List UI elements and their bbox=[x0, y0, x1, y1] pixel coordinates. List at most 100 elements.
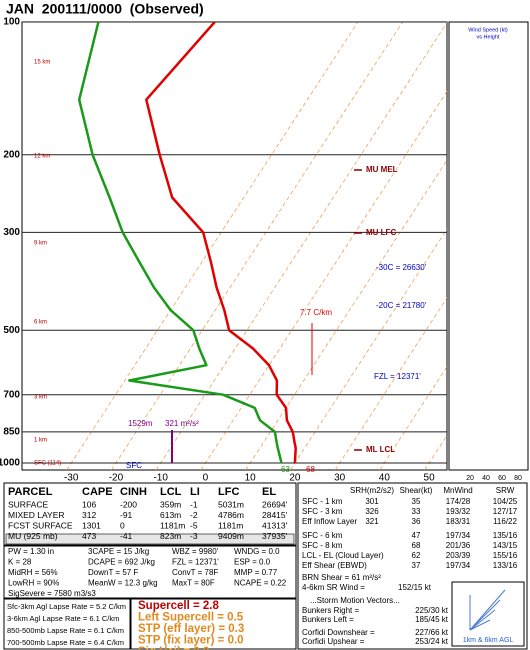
parcel-header: LCL bbox=[160, 486, 182, 498]
height-label: SFC (114) bbox=[34, 461, 61, 467]
parcel-header: LFC bbox=[218, 486, 239, 498]
composite-index: Supercell = 2.8 bbox=[138, 600, 219, 612]
index-cell: MMP = 0.77 bbox=[234, 568, 278, 577]
chart-title: JAN 200111/0000 (Observed) bbox=[6, 1, 204, 17]
parcel-header: CINH bbox=[120, 486, 147, 498]
shear-header: MnWind bbox=[443, 486, 472, 495]
shear-cell: Eff Inflow Layer bbox=[302, 517, 357, 526]
storm-motion-value: 185/45 kt bbox=[415, 615, 449, 624]
index-cell: PW = 1.30 in bbox=[8, 547, 54, 556]
annotation: 68 bbox=[306, 465, 315, 474]
parcel-cell: 26694' bbox=[262, 499, 288, 509]
parcel-cell: 1181m bbox=[218, 520, 243, 530]
y-tick-label: 1000 bbox=[0, 458, 20, 469]
parcel-cell: 37935' bbox=[262, 531, 288, 541]
level-label: MU LFC bbox=[366, 228, 396, 237]
index-cell: WNDG = 0.0 bbox=[234, 547, 280, 556]
y-tick-label: 200 bbox=[3, 149, 20, 160]
x-tick-label: 10 bbox=[245, 473, 257, 484]
storm-motion-title: ...Storm Motion Vectors... bbox=[310, 596, 400, 605]
y-tick-label: 100 bbox=[3, 17, 20, 28]
index-cell: MidRH = 56% bbox=[8, 568, 58, 577]
parcel-cell: 41313' bbox=[262, 520, 288, 530]
index-cell: MaxT = 80F bbox=[172, 579, 215, 588]
shear-cell: 201/36 bbox=[446, 541, 471, 550]
isotherm bbox=[245, 159, 447, 470]
index-cell: WBZ = 9980' bbox=[172, 547, 219, 556]
annotation: 7.7 C/km bbox=[300, 308, 332, 317]
isotherm bbox=[66, 22, 359, 470]
y-tick-label: 500 bbox=[3, 325, 20, 336]
storm-motion-label: Bunkers Left = bbox=[302, 615, 354, 624]
composite-index: Left Supercell = 0.5 bbox=[138, 612, 244, 624]
x-tick-label: 50 bbox=[424, 473, 436, 484]
hodograph-box bbox=[451, 581, 525, 647]
parcel-header: CAPE bbox=[82, 486, 113, 498]
sr-wind-label: 4-6km SR Wind = bbox=[302, 583, 365, 592]
shear-cell: 143/15 bbox=[493, 541, 518, 550]
wind-panel-subtitle: vs Height bbox=[477, 34, 500, 40]
shear-cell: 37 bbox=[412, 561, 421, 570]
wind-tick-label: 80 bbox=[514, 475, 522, 482]
x-tick-label: 20 bbox=[289, 473, 301, 484]
index-cell: 3CAPE = 15 J/kg bbox=[88, 547, 149, 556]
wind-tick-label: 60 bbox=[498, 475, 506, 482]
shear-header: SRH(m2/s2) bbox=[350, 486, 394, 495]
index-cell: FZL = 12371' bbox=[172, 558, 219, 567]
shear-cell: 47 bbox=[412, 531, 421, 540]
parcel-cell: FCST SURFACE bbox=[8, 520, 73, 530]
storm-motion-label: Corfidi Downshear = bbox=[302, 628, 375, 637]
parcel-cell: 106 bbox=[82, 499, 96, 509]
composite-index: STP (fix layer) = 0.0 bbox=[138, 635, 244, 647]
x-tick-label: 40 bbox=[379, 473, 391, 484]
shear-cell: SFC - 8 km bbox=[302, 541, 343, 550]
x-tick-label: 30 bbox=[334, 473, 346, 484]
storm-motion-label: Bunkers Right = bbox=[302, 606, 359, 615]
shear-cell: 183/31 bbox=[446, 517, 471, 526]
parcel-cell: -3 bbox=[190, 531, 198, 541]
parcel-cell: 4786m bbox=[218, 510, 244, 520]
storm-motion-value: 225/30 kt bbox=[415, 606, 449, 615]
shear-cell: 133/16 bbox=[493, 561, 518, 570]
parcel-cell: -1 bbox=[190, 499, 198, 509]
shear-header: SRW bbox=[496, 486, 515, 495]
shear-cell: LCL - EL (Cloud Layer) bbox=[302, 551, 384, 560]
hodograph-label: 1km & 6km AGL bbox=[463, 637, 514, 644]
parcel-cell: SURFACE bbox=[8, 499, 48, 509]
shear-cell: 127/17 bbox=[493, 507, 518, 516]
lapse-rate: 700-500mb Lapse Rate = 6.4 C/km bbox=[7, 638, 124, 647]
shear-cell: 321 bbox=[365, 517, 379, 526]
parcel-cell: 1181m bbox=[160, 520, 185, 530]
storm-motion-label: Corfidi Upshear = bbox=[302, 637, 365, 646]
shear-cell: 193/32 bbox=[446, 507, 471, 516]
shear-cell: 203/39 bbox=[446, 551, 471, 560]
parcel-cell: 359m bbox=[160, 499, 181, 509]
parcel-cell: -5 bbox=[190, 520, 198, 530]
shear-cell: 36 bbox=[412, 517, 421, 526]
composite-box bbox=[130, 598, 297, 650]
height-label: 1 km bbox=[34, 438, 47, 444]
index-cell: DCAPE = 692 J/kg bbox=[88, 558, 155, 567]
composite-index: Sig Hail = 0.0 bbox=[138, 646, 209, 650]
height-label: 3 km bbox=[34, 395, 47, 401]
storm-motion-value: 253/24 kt bbox=[415, 637, 449, 646]
index-cell: NCAPE = 0.22 bbox=[234, 579, 287, 588]
parcel-cell: 1301 bbox=[82, 520, 101, 530]
lapse-rate: 3-6km Agl Lapse Rate = 6.1 C/km bbox=[7, 614, 119, 623]
shear-cell: 33 bbox=[412, 507, 421, 516]
annotation: -30C = 26630' bbox=[376, 263, 427, 272]
index-cell: K = 28 bbox=[8, 558, 32, 567]
parcel-header: LI bbox=[190, 486, 200, 498]
parcel-cell: 613m bbox=[160, 510, 181, 520]
parcel-header: PARCEL bbox=[8, 486, 53, 498]
shear-cell: 155/16 bbox=[493, 551, 518, 560]
x-tick-label: 0 bbox=[203, 473, 209, 484]
parcel-cell: 5031m bbox=[218, 499, 244, 509]
height-label: 15 km bbox=[34, 60, 50, 66]
parcel-cell: 473 bbox=[82, 531, 96, 541]
shear-cell: SFC - 3 km bbox=[302, 507, 343, 516]
shear-cell: 326 bbox=[365, 507, 379, 516]
parcel-cell: -200 bbox=[120, 499, 137, 509]
annotation: 321 m²/s² bbox=[165, 419, 199, 428]
